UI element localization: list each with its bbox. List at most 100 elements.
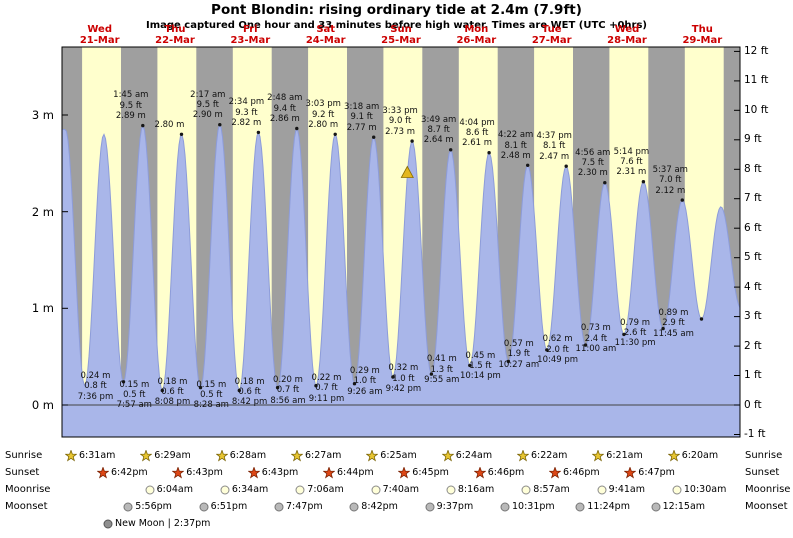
tide-extreme-dot xyxy=(141,123,145,128)
sunset-row-label-left: Sunset xyxy=(5,467,40,478)
tide-label-line: 0.24 m xyxy=(80,370,111,381)
day-date: 27-Mar xyxy=(531,34,572,46)
day-label: Fri 23-Mar xyxy=(218,24,282,46)
tide-label-line: 8:56 am xyxy=(270,395,306,406)
moonset-time-text: 7:47pm xyxy=(286,501,323,512)
sunrise-time-text: 6:29am xyxy=(154,450,191,461)
tide-extreme-dot xyxy=(564,164,568,168)
moonrise-icon xyxy=(371,485,381,494)
sunrise-time-text: 6:27am xyxy=(305,450,342,461)
low-tide-label: 0.18 m 0.6 ft 8:08 pm xyxy=(149,377,197,408)
high-tide-label: 5:37 am 7.0 ft 2.12 m xyxy=(646,165,694,196)
tide-extreme-dot xyxy=(179,132,184,136)
day-label: Tue 27-Mar xyxy=(520,24,584,46)
tide-extreme-dot xyxy=(237,388,241,393)
sunrise-time: 6:28am xyxy=(215,449,266,462)
tide-label-line: 0.32 m xyxy=(388,363,419,374)
tide-label-line: 0.8 ft xyxy=(84,381,107,392)
sunrise-icon xyxy=(65,449,77,461)
tide-label-line: 0.15 m xyxy=(196,379,227,390)
sunset-time: 6:47pm xyxy=(624,466,675,479)
y-axis-feet-label: 12 ft xyxy=(744,44,769,57)
day-of-week: Mon xyxy=(464,24,489,35)
sunset-time-text: 6:43pm xyxy=(261,467,299,478)
y-axis-feet-label: 9 ft xyxy=(744,133,762,146)
moonrise-time: 7:40am xyxy=(371,483,419,496)
y-axis-feet-label: 3 ft xyxy=(744,310,762,323)
tide-label-line: 10:14 pm xyxy=(459,371,501,382)
day-date: 25-Mar xyxy=(381,34,421,46)
tide-label-line: 1.5 ft xyxy=(469,360,492,371)
tide-label-line: 9.5 ft xyxy=(196,99,219,110)
day-label: Thu 22-Mar xyxy=(143,24,207,46)
sunrise-icon xyxy=(667,449,680,461)
sunrise-time-text: 6:20am xyxy=(681,450,719,461)
y-axis-meters-label: 2 m xyxy=(31,204,54,219)
sunrise-icon xyxy=(291,449,303,461)
tide-label-line: 2.30 m xyxy=(577,168,608,179)
moonrise-icon xyxy=(672,485,682,494)
moonset-time-text: 8:42pm xyxy=(361,501,398,512)
tide-label-line: 4:04 pm xyxy=(459,117,495,128)
tide-curve xyxy=(62,123,741,392)
sunset-time-text: 6:45pm xyxy=(412,467,449,478)
high-tide-label: 4:37 pm 8.1 ft 2.47 m xyxy=(530,131,578,162)
sunset-icon xyxy=(97,466,109,478)
tide-label-line: 0.6 ft xyxy=(238,387,261,397)
tide-label-line: 0.62 m xyxy=(542,334,573,345)
tide-label-line: 2.47 m xyxy=(539,151,570,162)
high-tide-label: 2:17 am 9.5 ft 2.90 m xyxy=(184,90,232,121)
high-tide-label: 1:45 am 9.5 ft 2.89 m xyxy=(107,90,155,121)
moonrise-time: 10:30am xyxy=(672,483,726,496)
high-tide-label: 3:03 pm 9.2 ft 2.80 m xyxy=(299,99,347,130)
day-of-week: Wed xyxy=(614,24,640,35)
tide-extreme-dot xyxy=(121,380,126,384)
tide-label-line: 3:18 am xyxy=(344,102,380,112)
low-tide-label: 0.15 m 0.5 ft 8:28 am xyxy=(187,380,235,411)
tide-label-line: 11:30 pm xyxy=(614,338,656,349)
tide-extreme-dot xyxy=(160,388,164,393)
tide-label-line: 4:37 pm xyxy=(536,131,572,141)
low-tide-label: 0.73 m 2.4 ft 11:00 am xyxy=(572,323,620,354)
day-date: 28-Mar xyxy=(607,34,647,46)
sunset-icon xyxy=(172,466,185,478)
moonrise-time: 6:34am xyxy=(220,483,268,496)
tide-label-line: 11:00 am xyxy=(575,344,617,355)
moonset-icon xyxy=(123,502,133,511)
tide-label-line: 9.0 ft xyxy=(388,116,412,127)
tide-extreme-dot xyxy=(545,348,549,352)
sunset-time: 6:43pm xyxy=(172,466,223,479)
tide-label-line: 3:49 am xyxy=(421,114,457,125)
tide-label-line: 8.1 ft xyxy=(542,141,566,152)
y-axis-feet-label: 8 ft xyxy=(744,162,762,175)
tide-label-line: 9:55 am xyxy=(424,375,460,386)
tide-label-line: 2.12 m xyxy=(655,185,686,196)
day-label: Wed 28-Mar xyxy=(595,24,659,46)
moonrise-icon xyxy=(521,485,531,494)
day-label: Wed 21-Mar xyxy=(68,24,132,46)
tide-label-line: 2.82 m xyxy=(231,118,262,128)
tide-label-line: 9:42 pm xyxy=(385,383,422,394)
sunrise-time: 6:25am xyxy=(366,449,417,462)
tide-label-line: 5:37 am xyxy=(652,164,688,175)
tide-label-line: 0.89 m xyxy=(658,308,689,318)
high-tide-label: 2:48 am 9.4 ft 2.86 m xyxy=(261,93,309,124)
low-tide-label: 0.89 m 2.9 ft 11:45 am xyxy=(650,308,698,339)
y-axis-feet-label: 4 ft xyxy=(744,280,762,293)
moonrise-time-text: 9:41am xyxy=(608,484,646,495)
tide-label-line: 2:17 am xyxy=(190,89,226,100)
low-tide-label: 0.79 m 2.6 ft 11:30 pm xyxy=(611,318,659,349)
tide-label-line: 7:57 am xyxy=(116,400,152,411)
moonrise-row-label-left: Moonrise xyxy=(5,484,51,495)
moonset-time-text: 9:37pm xyxy=(436,501,474,512)
tide-label-line: 8.7 ft xyxy=(427,125,450,135)
sunset-time-text: 6:42pm xyxy=(111,467,148,478)
low-tide-label: 0.41 m 1.3 ft 9:55 am xyxy=(418,354,466,385)
tide-label-line: 9.5 ft xyxy=(119,100,142,111)
day-of-week: Fri xyxy=(243,24,258,35)
sunrise-time: 6:27am xyxy=(291,449,341,462)
tide-label-line: 0.5 ft xyxy=(123,389,146,400)
moonset-time: 6:51pm xyxy=(199,500,247,513)
tide-extreme-dot xyxy=(314,384,318,388)
tide-label-line: 9.1 ft xyxy=(350,112,373,123)
